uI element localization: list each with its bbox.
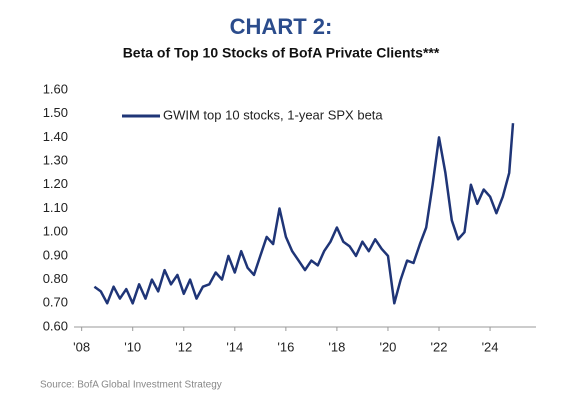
- x-tick-label: '16: [277, 339, 294, 354]
- x-tick-label: '08: [73, 339, 90, 354]
- x-tick-label: '24: [482, 339, 499, 354]
- series-line: [93, 123, 515, 305]
- source-note: Source: BofA Global Investment Strategy: [40, 380, 222, 391]
- y-tick-label: 1.20: [43, 176, 68, 191]
- x-tick-label: '22: [431, 339, 448, 354]
- x-tick-label: '12: [175, 339, 192, 354]
- y-tick-label: 1.40: [43, 129, 68, 144]
- chart-subtitle: Beta of Top 10 Stocks of BofA Private Cl…: [123, 45, 440, 61]
- y-tick-label: 0.70: [43, 295, 68, 310]
- y-tick-label: 0.80: [43, 271, 68, 286]
- x-tick-label: '10: [124, 339, 141, 354]
- y-tick-label: 0.90: [43, 247, 68, 262]
- x-tick-label: '20: [379, 339, 396, 354]
- y-tick-label: 1.50: [43, 105, 68, 120]
- y-tick-label: 1.10: [43, 200, 68, 215]
- legend-label: GWIM top 10 stocks, 1-year SPX beta: [163, 107, 383, 122]
- x-tick-label: '18: [328, 339, 345, 354]
- y-tick-label: 1.60: [43, 81, 68, 96]
- chart-title: CHART 2:: [230, 14, 333, 39]
- x-tick-label: '14: [226, 339, 243, 354]
- y-tick-label: 0.60: [43, 318, 68, 333]
- y-tick-label: 1.30: [43, 153, 68, 168]
- y-tick-label: 1.00: [43, 224, 68, 239]
